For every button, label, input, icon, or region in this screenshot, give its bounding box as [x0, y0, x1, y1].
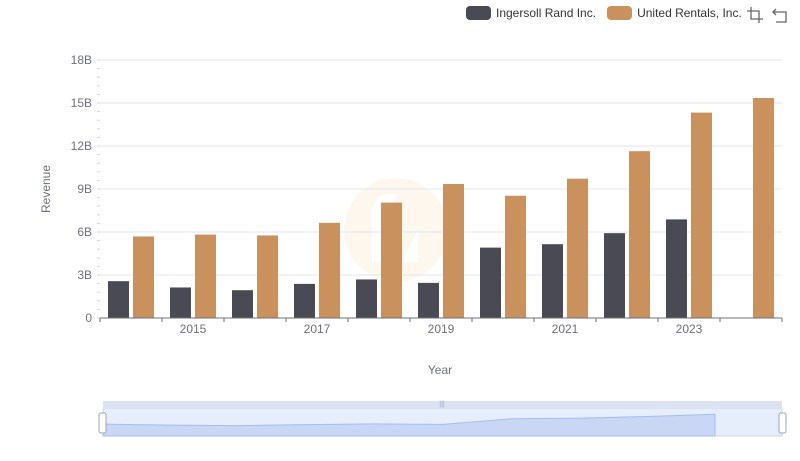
- bar: [170, 287, 191, 318]
- bar: [666, 219, 687, 318]
- x-tick-label: 2023: [676, 322, 703, 336]
- bar: [629, 151, 650, 318]
- y-tick-label: 12B: [71, 139, 92, 153]
- bar: [480, 247, 501, 318]
- bar: [133, 236, 154, 318]
- slider-data-shadow: [102, 413, 716, 437]
- bar: [542, 244, 563, 318]
- x-axis-ticks: [99, 318, 783, 322]
- bar: [257, 235, 278, 318]
- zoom-select-icon[interactable]: [746, 6, 764, 24]
- slider-handle-left[interactable]: [98, 412, 107, 434]
- bar: [505, 195, 526, 318]
- y-tick-label: 6B: [77, 225, 92, 239]
- slider-top-bar[interactable]: [103, 401, 782, 408]
- legend-item-ingersoll-rand[interactable]: Ingersoll Rand Inc.: [466, 6, 596, 20]
- bar: [319, 222, 340, 318]
- slider-handle-right[interactable]: [778, 412, 787, 434]
- legend-swatch-united-rentals: [607, 6, 633, 20]
- y-tick-label: 3B: [77, 268, 92, 282]
- bar: [108, 281, 129, 318]
- y-axis-title: Revenue: [39, 165, 53, 213]
- x-axis-labels: 2015 2017 2019 2021 2023: [180, 322, 703, 336]
- data-zoom-slider[interactable]: |||: [98, 401, 787, 437]
- y-tick-label: 9B: [77, 182, 92, 196]
- x-tick-label: 2021: [552, 322, 579, 336]
- bar: [381, 202, 402, 318]
- legend-label-united-rentals: United Rentals, Inc.: [637, 6, 742, 20]
- bar: [418, 282, 439, 318]
- y-axis-labels: 0 3B 6B 9B 12B 15B 18B: [71, 53, 93, 325]
- bar: [195, 234, 216, 318]
- bar: [691, 112, 712, 318]
- bar: [753, 97, 774, 318]
- x-axis-title: Year: [428, 363, 452, 377]
- x-tick-label: 2017: [304, 322, 331, 336]
- bar: [567, 178, 588, 318]
- x-tick-label: 2015: [180, 322, 207, 336]
- bar: [356, 279, 377, 318]
- legend-swatch-ingersoll-rand: [466, 6, 491, 20]
- y-tick-label: 0: [85, 311, 92, 325]
- bar: [232, 290, 253, 318]
- bar: [294, 283, 315, 318]
- y-tick-label: 15B: [71, 96, 92, 110]
- bar: [443, 183, 464, 318]
- y-tick-label: 18B: [71, 53, 92, 67]
- legend-item-united-rentals[interactable]: United Rentals, Inc.: [607, 6, 742, 20]
- bar: [604, 233, 625, 318]
- x-tick-label: 2019: [428, 322, 455, 336]
- bars: [108, 97, 774, 318]
- slider-grip-icon[interactable]: |||: [439, 401, 445, 408]
- legend-label-ingersoll-rand: Ingersoll Rand Inc.: [496, 6, 597, 20]
- legend: Ingersoll Rand Inc. United Rentals, Inc.: [466, 3, 753, 23]
- zoom-reset-icon[interactable]: [772, 6, 790, 24]
